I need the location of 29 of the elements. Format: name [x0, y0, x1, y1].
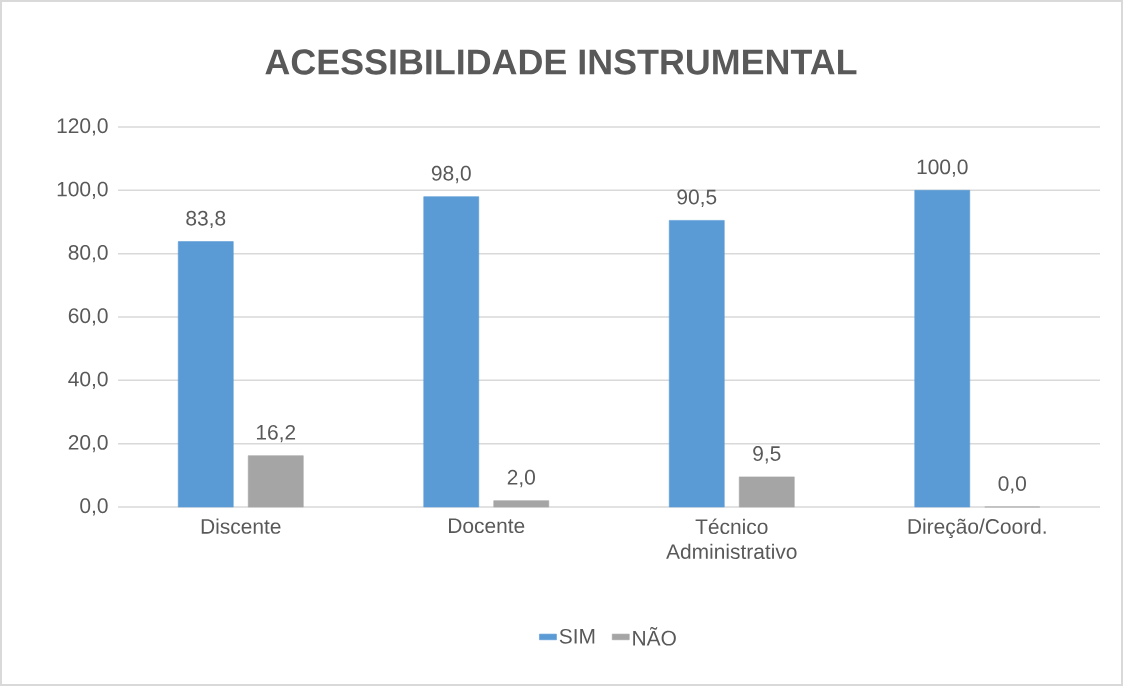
y-tick-label: 120,0 [57, 118, 108, 136]
data-label: 9,5 [753, 446, 781, 464]
bar [177, 241, 234, 508]
bar [247, 455, 304, 508]
y-tick-label: 20,0 [68, 435, 108, 453]
bar [914, 190, 971, 508]
bar [423, 196, 480, 508]
x-tick-label: Direção/Coord. [908, 518, 1046, 539]
data-label: 98,0 [431, 165, 471, 184]
y-tick-label: 0,0 [80, 498, 108, 516]
data-label: 0,0 [998, 476, 1026, 494]
legend-label: SIM [559, 628, 595, 644]
y-tick-label: 60,0 [68, 308, 108, 326]
y-tick-label: 80,0 [68, 245, 108, 263]
chart-title: ACESSIBILIDADE INSTRUMENTAL [265, 49, 857, 75]
bar [668, 220, 725, 508]
data-label: 16,2 [256, 424, 296, 443]
x-tick-label: Técnico Administrativo [666, 518, 797, 560]
legend-label: NÃO [633, 627, 676, 646]
x-tick-label: Docente [449, 518, 525, 534]
y-tick-label: 100,0 [57, 181, 108, 199]
bar [738, 476, 795, 508]
x-tick-label: Discente [201, 518, 281, 534]
data-label: 100,0 [917, 159, 968, 177]
data-label: 90,5 [677, 189, 717, 207]
bar [493, 500, 550, 508]
data-label: 83,8 [186, 210, 226, 229]
data-label: 2,0 [507, 469, 535, 488]
y-tick-label: 40,0 [68, 371, 108, 389]
